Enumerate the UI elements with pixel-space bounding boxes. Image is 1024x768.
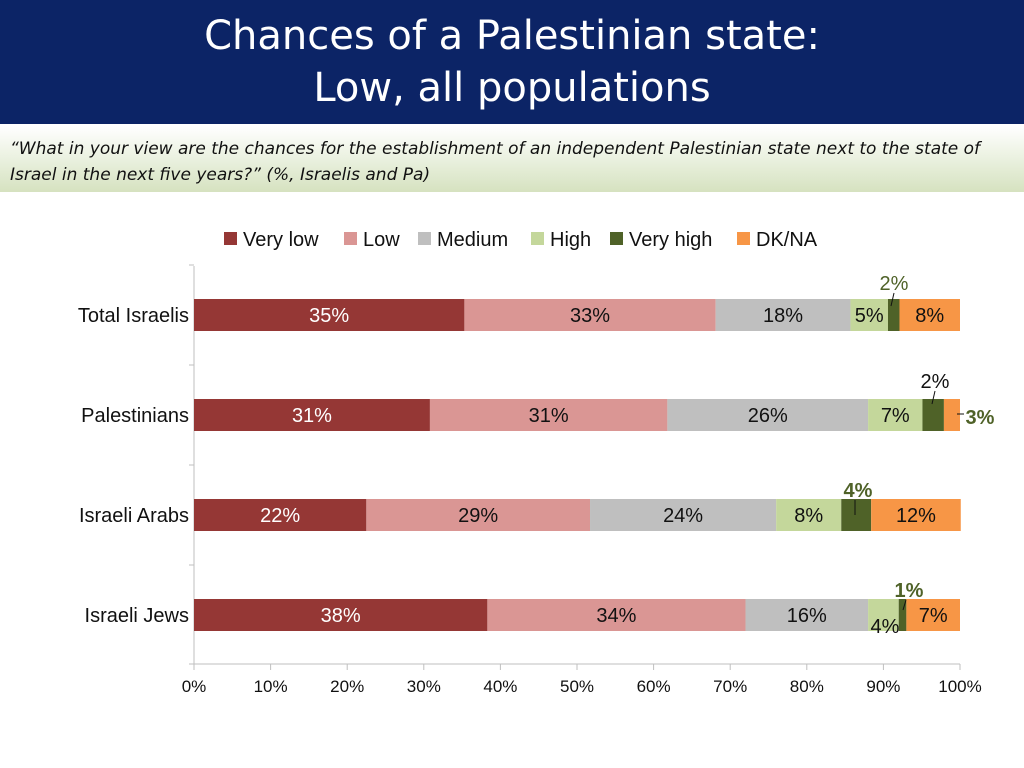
data-label: 18% [763,305,803,327]
legend-label-medium: Medium [437,229,508,251]
bar-segment-low [429,399,668,431]
data-label: 16% [787,605,827,627]
bar-segment-low [487,599,746,631]
legend-label-very-low: Very low [243,229,319,251]
survey-question: “What in your view are the chances for t… [10,139,981,185]
data-label: 38% [321,605,361,627]
data-label: 35% [309,305,349,327]
page-title-line-2: Low, all populations [313,65,711,111]
data-label: 34% [596,605,636,627]
legend-swatch-medium [418,232,431,245]
bar-segment-very-high [841,499,872,531]
bar-segment-low [464,299,716,331]
data-label: 33% [570,305,610,327]
bar-segment-medium [590,499,777,531]
bar-segment-medium [667,399,869,431]
bar-segment-dk-na [871,499,961,531]
data-label: 7% [919,605,948,627]
data-label: 7% [881,405,910,427]
legend-swatch-very-low [224,232,237,245]
bar-segment-medium [745,599,869,631]
category-label: Total Israelis [78,305,189,327]
x-tick-label: 80% [790,677,824,696]
x-tick-label: 40% [483,677,517,696]
bar-segment-low [366,499,591,531]
bar-segment-very-low [194,299,465,331]
bar-segment-very-low [194,599,488,631]
page-title-line-1: Chances of a Palestinian state: [204,13,820,59]
category-label: Palestinians [81,405,189,427]
bar-segment-high [868,599,899,631]
data-label: 22% [260,505,300,527]
bar-segment-dk-na [899,299,960,331]
bar-segment-high [850,299,888,331]
legend-label-high: High [550,229,591,251]
bar-segment-high [868,399,923,431]
data-label: 8% [794,505,823,527]
data-label: 26% [748,405,788,427]
data-label: 31% [529,405,569,427]
x-tick-label: 10% [254,677,288,696]
x-tick-label: 0% [182,677,207,696]
data-label-leader [902,599,907,611]
bar-segment-medium [715,299,851,331]
x-tick-label: 30% [407,677,441,696]
legend-label-very-high: Very high [629,229,712,251]
data-label-leader [931,390,936,405]
bar-segment-high [776,499,842,531]
data-label: 12% [896,505,936,527]
data-label: 3% [966,407,995,429]
bar-segment-very-low [194,499,367,531]
data-label: 4% [844,480,873,502]
bar-segment-dk-na [943,399,960,431]
title-banner [0,0,1024,124]
data-label-leader [890,292,895,307]
x-tick-label: 100% [938,677,981,696]
data-label: 29% [458,505,498,527]
x-tick-label: 90% [866,677,900,696]
category-label: Israeli Arabs [79,505,189,527]
legend-swatch-low [344,232,357,245]
legend-swatch-high [531,232,544,245]
data-label: 31% [292,405,332,427]
legend-swatch-dk-na [737,232,750,245]
data-label: 2% [921,371,950,393]
legend-label-dk-na: DK/NA [756,229,818,251]
bar-segment-very-high [887,299,900,331]
data-label: 8% [915,305,944,327]
data-label: 2% [880,273,909,295]
x-tick-label: 50% [560,677,594,696]
data-label: 4% [871,616,900,638]
category-label: Israeli Jews [85,605,189,627]
legend-swatch-very-high [610,232,623,245]
bar-segment-very-high [922,399,944,431]
bar-segment-very-high [898,599,907,631]
question-band [0,126,1024,192]
bar-segment-very-low [194,399,430,431]
x-tick-label: 60% [637,677,671,696]
data-label: 24% [663,505,703,527]
data-label: 5% [855,305,884,327]
x-tick-label: 20% [330,677,364,696]
legend-label-low: Low [363,229,400,251]
data-label: 1% [895,580,924,602]
bar-segment-dk-na [906,599,960,631]
x-tick-label: 70% [713,677,747,696]
